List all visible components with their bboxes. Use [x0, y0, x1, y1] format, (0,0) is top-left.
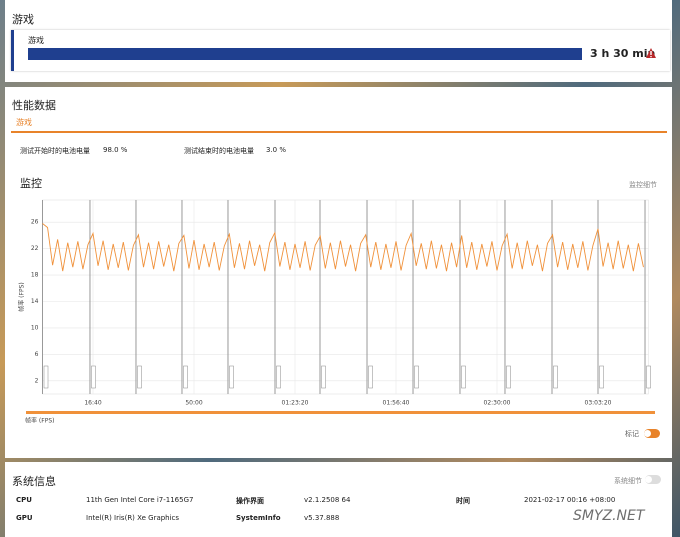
- duration: 3 h 30 min: [590, 47, 656, 60]
- loop-marker-tag: [553, 365, 558, 389]
- info-value: 11th Gen Intel Core i7-1165G7: [86, 496, 194, 504]
- battery-start: 98.0 %: [103, 146, 128, 154]
- loop-marker-tag: [646, 365, 651, 389]
- y-tick-label: 26: [31, 219, 39, 226]
- y-tick-label: 22: [31, 245, 39, 252]
- legend-entry: 帧率 (FPS): [25, 417, 54, 425]
- battery-start-label: 测试开始时的电池电量: [20, 147, 90, 155]
- y-tick-label: 6: [35, 351, 39, 358]
- info-key: SystemInfo: [236, 514, 281, 522]
- info-key: GPU: [16, 514, 33, 522]
- y-axis-label: 帧率 (FPS): [18, 282, 26, 311]
- info-value: v2.1.2508 64: [304, 496, 351, 504]
- section-title: 系统信息: [12, 475, 56, 488]
- loop-marker-tag: [321, 365, 326, 389]
- info-value: v5.37.888: [304, 514, 340, 522]
- x-tick-label: 01:23:20: [282, 400, 309, 407]
- loop-marker-tag: [461, 365, 466, 389]
- tab[interactable]: 游戏: [16, 118, 32, 127]
- system-details: 系统细节: [614, 477, 642, 485]
- battery-end: 3.0 %: [266, 146, 287, 154]
- y-tick-label: 18: [31, 272, 39, 279]
- system-toggle[interactable]: [645, 475, 661, 484]
- monitor-details[interactable]: 监控细节: [629, 181, 657, 189]
- section-title: 游戏: [12, 13, 34, 26]
- section-title: 性能数据: [12, 99, 56, 112]
- info-value: Intel(R) Iris(R) Xe Graphics: [86, 514, 180, 522]
- system-panel: 系统信息 系统细节 CPU 11th Gen Intel Core i7-116…: [5, 462, 672, 537]
- tab-underline: [11, 131, 667, 133]
- loop-marker-tag: [414, 365, 419, 389]
- duration-bar: [28, 48, 582, 60]
- loop-marker-tag: [137, 365, 142, 389]
- x-tick-label: 50:00: [185, 400, 202, 407]
- markers-label: 标记: [625, 430, 639, 438]
- y-tick-label: 2: [35, 377, 39, 384]
- loop-marker-tag: [368, 365, 373, 389]
- x-tick-label: 02:30:00: [484, 400, 511, 407]
- y-tick-label: 10: [31, 324, 39, 331]
- series-line: [42, 223, 644, 272]
- x-tick-label: 03:03:20: [585, 400, 612, 407]
- markers-toggle[interactable]: [644, 429, 660, 438]
- info-key: 时间: [456, 497, 470, 505]
- loop-marker-tag: [506, 365, 511, 389]
- series-timeline: [26, 411, 655, 414]
- monitor-title: 监控: [20, 177, 42, 190]
- warning-icon: [646, 48, 656, 58]
- x-tick-label: 01:56:40: [383, 400, 410, 407]
- card-label: 游戏: [28, 36, 44, 45]
- x-tick-label: 16:40: [84, 400, 101, 407]
- watermark: SMYZ.NET: [573, 508, 645, 524]
- loop-marker-tag: [276, 365, 281, 389]
- loop-marker-tag: [183, 365, 188, 389]
- loop-marker-tag: [91, 365, 96, 389]
- y-tick-label: 14: [31, 298, 39, 305]
- info-key: 操作界面: [236, 497, 264, 505]
- loop-marker-tag: [43, 365, 49, 389]
- info-value: 2021-02-17 00:16 +08:00: [524, 496, 616, 504]
- game-panel: 游戏 游戏 3 h 30 min: [5, 0, 672, 82]
- info-key: CPU: [16, 496, 32, 504]
- plot-area: [42, 199, 649, 395]
- battery-end-label: 测试结束时的电池电量: [184, 147, 254, 155]
- loop-marker-tag: [599, 365, 604, 389]
- loop-marker-tag: [229, 365, 234, 389]
